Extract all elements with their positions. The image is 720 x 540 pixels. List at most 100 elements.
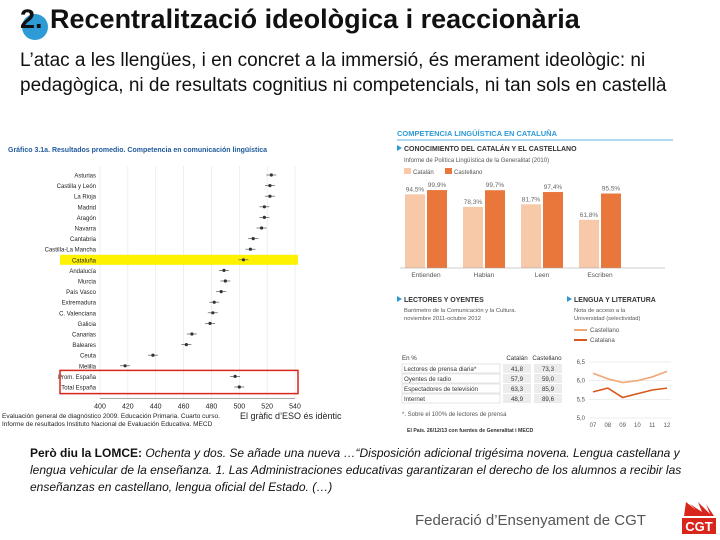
left-chart-region-label: Andalucía	[69, 269, 96, 275]
bar-catalan-label: 78,3%	[464, 199, 483, 206]
left-chart-point	[259, 226, 264, 230]
bar-castellano	[543, 192, 563, 268]
bar-catalan	[405, 194, 425, 268]
left-chart-region-label: Extremadura	[62, 301, 97, 307]
line-chart-x-tick: 07	[590, 423, 597, 429]
line-chart-y-tick: 6,5	[577, 360, 586, 366]
left-chart-region-label: La Rioja	[74, 195, 97, 201]
section2-subtitle-line1: Barómetro de la Comunicación y la Cultur…	[404, 308, 517, 314]
table-cell-castellano: 85,9	[542, 386, 555, 393]
left-chart-region-label: Castilla-La Mancha	[45, 248, 97, 254]
bar-castellano	[427, 190, 447, 268]
line-chart-y-tick: 6,0	[577, 379, 586, 385]
table-note: *. Sobre el 100% de lectores de prensa	[402, 412, 507, 418]
eso-note: El gràfic d’ESO és idèntic	[240, 411, 342, 421]
left-chart-x-tick: 520	[261, 404, 273, 411]
table-row-label-box	[401, 383, 501, 394]
left-chart-title: Gráfico 3.1a. Resultados promedio. Compe…	[8, 147, 267, 154]
left-chart-point	[151, 353, 155, 357]
section3-subtitle-line1: Nota de acceso a la	[574, 308, 626, 314]
table-cell-castellano-bg	[534, 364, 562, 373]
line-chart-y-tick: 5,0	[577, 416, 586, 422]
left-chart-x-tick: 440	[150, 404, 162, 411]
table-row-label-box	[401, 363, 501, 374]
catalonia-competence-infographic: COMPETENCIA LINGÜÍSTICA EN CATALUÑA CONOC…	[395, 128, 675, 438]
left-chart-point	[184, 343, 188, 347]
legend-catalan-swatch	[404, 168, 411, 174]
table-row-label: Internet	[404, 396, 425, 403]
left-chart-x-tick: 400	[94, 404, 106, 411]
legend-castellano-swatch	[445, 168, 452, 174]
left-chart-point	[268, 184, 272, 188]
bar-catalan	[579, 219, 599, 268]
line-chart-x-tick: 10	[634, 423, 641, 429]
table-head-castellano: Castellano	[532, 355, 562, 362]
legend-castellano-label: Castellano	[454, 170, 483, 176]
cgt-logo-flames	[684, 502, 714, 516]
line-legend-catalana: Catalana	[590, 337, 615, 344]
bar-castellano-label: 97,4%	[544, 184, 563, 191]
table-cell-catalan-bg	[503, 374, 531, 383]
left-chart-point	[208, 321, 212, 325]
table-row-label: Oyentes de radio	[404, 376, 452, 383]
left-chart-point	[219, 290, 223, 294]
section1-title: CONOCIMIENTO DEL CATALÁN Y EL CASTELLANO	[404, 144, 577, 153]
left-chart-highlight-band	[60, 254, 298, 265]
table-cell-castellano-bg	[534, 394, 562, 403]
table-cell-catalan: 48,9	[511, 396, 524, 403]
left-chart-point	[241, 258, 246, 262]
bar-castellano	[485, 190, 505, 268]
section3-title: LENGUA Y LITERATURA	[574, 297, 656, 304]
line-series-castellano	[592, 370, 668, 384]
left-chart-point	[223, 279, 227, 283]
table-cell-catalan: 57,9	[511, 376, 524, 383]
table-cell-castellano: 89,6	[542, 396, 555, 403]
section1-subtitle: Informe de Política Lingüística de la Ge…	[404, 158, 549, 164]
table-row-label-box	[401, 373, 501, 384]
table-row-label: Espectadores de televisión	[404, 386, 479, 393]
section3-subtitle-line2: Universidad (selectividad)	[574, 316, 640, 322]
left-chart-point	[123, 364, 127, 368]
section2-title: LECTORES Y OYENTES	[404, 297, 484, 304]
left-chart-point	[268, 194, 272, 198]
bar-catalan-label: 81,7%	[522, 196, 541, 203]
left-chart-point	[212, 300, 216, 304]
legend-catalan-label: Catalán	[413, 170, 434, 176]
left-chart-region-label: C. Valenciana	[59, 311, 97, 317]
left-chart-x-tick: 480	[206, 404, 218, 411]
left-chart-region-label: Murcia	[78, 280, 97, 286]
line-legend-castellano: Castellano	[590, 327, 620, 334]
left-chart-region-label: Castilla y León	[57, 184, 96, 190]
left-chart-point	[211, 311, 215, 315]
left-chart-region-label: Galicia	[78, 322, 97, 328]
bar-category-label: Escriben	[587, 272, 613, 279]
cgt-logo-band	[682, 518, 716, 534]
lomce-quote: Però diu la LOMCE: Ochenta y dos. Se aña…	[30, 445, 690, 496]
infographic-header: COMPETENCIA LINGÜÍSTICA EN CATALUÑA	[397, 129, 558, 138]
left-chart-region-label: Canarias	[72, 333, 96, 339]
bar-castellano-label: 99,9%	[428, 182, 447, 189]
table-cell-castellano-bg	[534, 384, 562, 393]
table-cell-castellano-bg	[534, 374, 562, 383]
left-chart-region-label: Cantabria	[70, 237, 97, 243]
left-chart-point	[262, 215, 266, 219]
bar-category-label: Hablan	[474, 272, 495, 279]
bar-catalan	[521, 204, 541, 268]
left-chart-point	[233, 374, 237, 378]
bar-catalan	[463, 206, 483, 268]
table-head-unit: En %	[402, 355, 417, 362]
left-chart-point	[248, 247, 253, 251]
table-cell-catalan-bg	[503, 384, 531, 393]
left-chart-point	[251, 237, 255, 241]
line-chart-y-tick: 5,5	[577, 397, 586, 403]
left-chart-region-label: Total España	[61, 386, 96, 392]
left-chart-region-label: País Vasco	[66, 290, 97, 296]
left-chart-x-tick: 540	[289, 404, 301, 411]
left-chart-x-tick: 500	[233, 404, 245, 411]
left-chart-region-label: Melilla	[79, 364, 97, 370]
section2-subtitle-line2: noviembre 2011-octubre 2012	[404, 316, 481, 322]
table-head-catalan: Catalán	[506, 355, 528, 362]
left-chart-point	[190, 332, 194, 336]
left-chart-x-tick: 420	[122, 404, 134, 411]
lomce-lead: Però diu la LOMCE:	[30, 446, 143, 460]
